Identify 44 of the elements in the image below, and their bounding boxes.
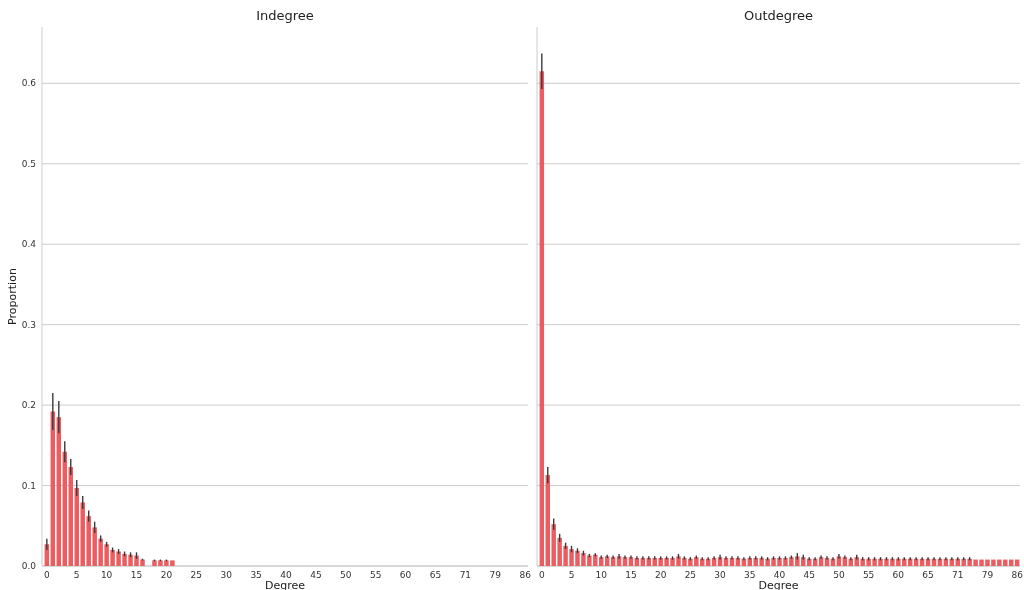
x-tick-label: 60 (399, 570, 412, 580)
x-tick-label: 86 (519, 570, 532, 580)
x-tick-label: 65 (922, 570, 934, 580)
y-tick-label: 0.2 (21, 400, 36, 411)
chart-title: Indegree (256, 8, 314, 23)
x-tick-label: 50 (340, 570, 352, 580)
y-tick-label: 0.6 (21, 78, 37, 89)
x-tick-label: 30 (714, 570, 727, 580)
x-tick-label: 35 (744, 570, 756, 580)
x-tick-label: 0 (43, 570, 50, 580)
x-tick-label: 60 (892, 570, 905, 580)
x-tick-label: 45 (803, 570, 815, 580)
y-tick-label: 0.4 (21, 239, 37, 250)
y-axis-title: Proportion (6, 268, 19, 325)
x-tick-label: 65 (429, 570, 442, 580)
x-tick-label: 25 (190, 570, 203, 580)
x-tick-label: 71 (459, 570, 472, 580)
x-tick-label: 40 (773, 570, 786, 580)
y-tick-label: 0.5 (21, 158, 36, 169)
x-tick-label: 79 (489, 570, 502, 580)
x-tick-label: 35 (250, 570, 262, 580)
x-tick-label: 45 (310, 570, 322, 580)
x-tick-label: 10 (100, 570, 113, 580)
y-tick-label: 0.3 (21, 319, 36, 330)
x-tick-label: 86 (1011, 570, 1024, 580)
x-tick-label: 20 (160, 570, 173, 580)
x-tick-label: 50 (833, 570, 845, 580)
y-tick-label: 0.1 (21, 480, 36, 491)
x-tick-label: 25 (684, 570, 697, 580)
x-tick-label: 79 (981, 570, 994, 580)
x-tick-label: 20 (654, 570, 667, 580)
x-tick-label: 30 (220, 570, 233, 580)
x-tick-label: 40 (280, 570, 292, 580)
chart-title: Outdegree (743, 8, 814, 23)
x-tick-label: 5 (568, 570, 575, 580)
y-tick-label: 0.0 (21, 561, 37, 572)
x-tick-label: 5 (73, 570, 80, 580)
x-tick-label: 15 (130, 570, 143, 580)
x-tick-label: 55 (862, 570, 875, 580)
x-tick-label: 71 (952, 570, 964, 580)
x-tick-label: 10 (595, 570, 608, 580)
x-tick-label: 15 (625, 570, 637, 580)
x-tick-label: 0 (538, 570, 545, 580)
x-tick-label: 55 (369, 570, 382, 580)
